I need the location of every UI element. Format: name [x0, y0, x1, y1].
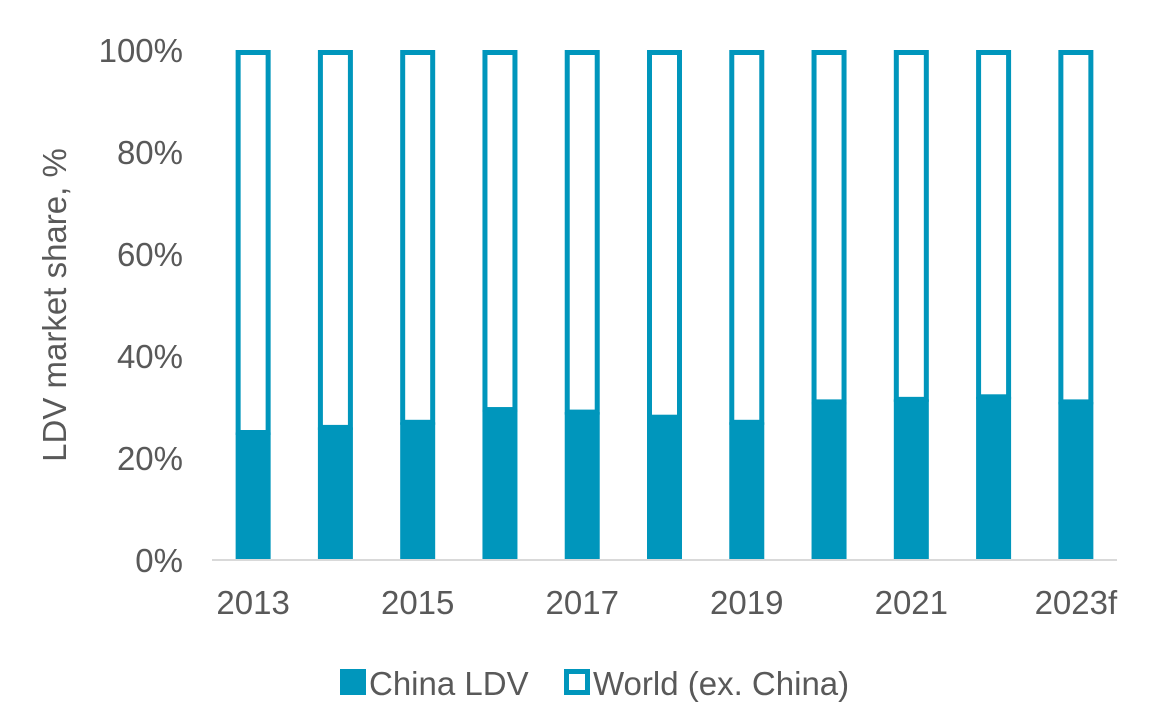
bar-world-ex-china — [729, 50, 765, 425]
legend: China LDV World (ex. China) — [340, 665, 849, 702]
x-tick-label: 2013 — [216, 584, 289, 621]
x-axis-ticks: 2013 2015 2017 2019 2021 2023f — [216, 584, 1118, 621]
x-tick-label: 2017 — [546, 584, 619, 621]
y-tick-label: 60% — [117, 236, 183, 273]
bar-china-ldv — [317, 427, 353, 560]
bar-china-ldv — [564, 412, 600, 560]
bar-world-ex-china — [647, 50, 682, 420]
y-tick-label: 40% — [117, 338, 183, 375]
bar-china-ldv — [235, 432, 271, 560]
y-axis-title: LDV market share, % — [36, 148, 73, 462]
bar-china-ldv — [482, 409, 518, 560]
bar-china-ldv — [400, 422, 436, 560]
x-tick-label: 2021 — [875, 584, 948, 621]
bar-china-ldv — [647, 417, 682, 560]
bar-china-ldv — [893, 399, 929, 560]
bar-world-ex-china — [564, 50, 600, 415]
x-tick-label: 2019 — [710, 584, 783, 621]
bar-china-ldv — [1058, 401, 1094, 560]
bar-world-ex-china — [976, 50, 1012, 400]
bar-world-ex-china — [893, 50, 929, 402]
legend-swatch-china-ldv — [340, 669, 366, 695]
bar-world-ex-china — [317, 50, 353, 430]
bar-world-ex-china — [235, 50, 271, 435]
y-tick-label: 80% — [117, 134, 183, 171]
y-axis-title-group: LDV market share, % — [36, 148, 73, 462]
y-tick-label: 100% — [99, 32, 183, 69]
bars — [235, 50, 1094, 560]
legend-swatch-world-ex-china — [564, 669, 590, 695]
legend-label-china-ldv: China LDV — [369, 665, 529, 702]
y-tick-label: 20% — [117, 440, 183, 477]
x-tick-label: 2015 — [381, 584, 454, 621]
legend-label-world-ex-china: World (ex. China) — [593, 665, 849, 702]
y-axis-ticks: 0% 20% 40% 60% 80% 100% — [99, 32, 183, 579]
bar-world-ex-china — [1058, 50, 1094, 405]
bar-world-ex-china — [482, 50, 518, 413]
bar-world-ex-china — [811, 50, 847, 405]
bar-china-ldv — [976, 396, 1012, 560]
y-tick-label: 0% — [135, 542, 183, 579]
bar-world-ex-china — [400, 50, 436, 425]
bar-china-ldv — [811, 401, 847, 560]
bar-china-ldv — [729, 422, 765, 560]
x-tick-label: 2023f — [1035, 584, 1118, 621]
